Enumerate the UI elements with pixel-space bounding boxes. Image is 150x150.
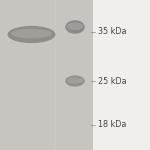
- Bar: [55, 0, 56, 150]
- Bar: [93, 0, 150, 150]
- Ellipse shape: [11, 29, 52, 38]
- Ellipse shape: [8, 26, 56, 43]
- Ellipse shape: [67, 23, 83, 30]
- Text: 18 kDa: 18 kDa: [98, 120, 127, 129]
- Text: 25 kDa: 25 kDa: [98, 76, 127, 85]
- Text: 35 kDa: 35 kDa: [98, 27, 127, 36]
- Ellipse shape: [67, 77, 83, 84]
- Ellipse shape: [65, 20, 85, 34]
- Ellipse shape: [65, 75, 85, 87]
